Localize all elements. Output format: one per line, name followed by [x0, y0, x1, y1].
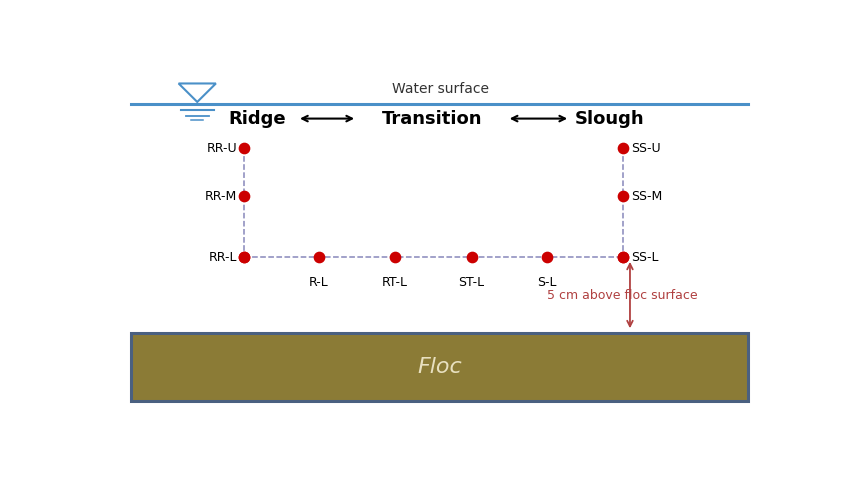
Text: Ridge: Ridge	[228, 109, 286, 128]
Text: ST-L: ST-L	[459, 276, 484, 288]
Text: RR-M: RR-M	[205, 190, 237, 203]
Point	[237, 144, 251, 152]
Point	[540, 253, 554, 261]
Point	[388, 253, 402, 261]
Point	[237, 253, 251, 261]
Text: SS-L: SS-L	[631, 251, 659, 264]
Text: RR-U: RR-U	[206, 142, 237, 155]
Point	[312, 253, 326, 261]
Bar	[131, 333, 748, 401]
Text: Slough: Slough	[576, 109, 645, 128]
Text: S-L: S-L	[537, 276, 557, 288]
Text: Transition: Transition	[382, 109, 483, 128]
Text: RR-L: RR-L	[209, 251, 237, 264]
Text: Water surface: Water surface	[392, 82, 489, 96]
Text: Floc: Floc	[417, 357, 463, 377]
Point	[237, 192, 251, 200]
Point	[465, 253, 478, 261]
Point	[617, 144, 631, 152]
Point	[237, 253, 251, 261]
Text: SS-U: SS-U	[631, 142, 661, 155]
Point	[617, 253, 631, 261]
Text: R-L: R-L	[309, 276, 329, 288]
Text: SS-M: SS-M	[631, 190, 662, 203]
Point	[617, 192, 631, 200]
Point	[617, 253, 631, 261]
Text: 5 cm above floc surface: 5 cm above floc surface	[547, 288, 698, 301]
Text: RT-L: RT-L	[382, 276, 408, 288]
